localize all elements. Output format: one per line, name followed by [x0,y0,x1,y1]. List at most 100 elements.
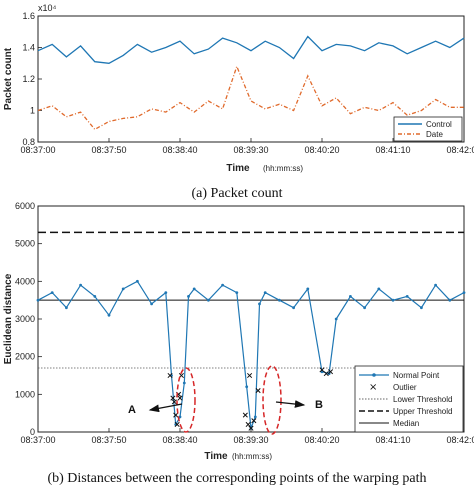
normal-point-marker [245,385,249,389]
normal-point-marker [65,306,68,310]
normal-point-marker [278,298,281,302]
normal-point-marker [182,381,186,385]
normal-point-marker [79,283,82,287]
outlier-marker [177,395,183,401]
y-axis-label-a: Packet count [3,47,14,110]
caption-b: (b) Distances between the corresponding … [47,471,426,486]
annotation-label-b: B [315,399,323,411]
normal-point-marker [192,287,196,291]
highlight-ellipse-b [262,365,282,435]
legend-label-median: Median [393,419,419,428]
chart-b-xtick-label: 08:37:00 [20,435,55,445]
normal-point-marker [150,302,154,306]
annotation-arrow-b [275,400,306,408]
legend-a: Control Date [393,116,463,142]
chart-a-xtick-label: 08:37:00 [20,145,55,155]
outlier-marker [248,425,254,431]
legend-b: Normal Point × Outlier Lower Threshold U… [354,365,464,433]
normal-point-marker [448,298,452,302]
chart-a-xtick-label: 08:38:40 [162,145,197,155]
x-axis-label-b: Time [204,451,228,462]
legend-label-control: Control [426,120,452,129]
chart-a-xtick-label: 08:42:00 [446,145,474,155]
outlier-marker [251,418,257,424]
outlier-marker [319,367,325,373]
chart-b-xtick-label: 08:38:40 [162,435,197,445]
normal-point-marker [207,298,210,302]
outlier-marker [245,421,251,428]
normal-point-marker [434,283,437,287]
outlier-marker [327,369,334,375]
y-axis-label-b: Euclidean distance [3,273,14,364]
chart-a-ytick-label: 1.6 [22,11,35,21]
highlight-ellipse-a [176,367,196,433]
chart-b-ytick-label: 1000 [15,389,35,399]
x-axis-unit-a: (hh:mm:ss) [263,164,303,173]
euclidean-distance-chart: Euclidean distance Time (hh:mm:ss) 0 1000… [3,201,474,486]
chart-a-xtick-label: 08:37:50 [91,145,126,155]
outlier-marker [167,372,173,379]
chart-a-xtick-label: 08:40:20 [304,145,339,155]
outlier-marker [323,371,329,377]
outlier-marker [171,399,177,405]
legend-marker-normal [372,373,376,377]
caption-a: (a) Packet count [192,186,283,201]
outlier-marker [242,412,248,418]
chart-b-xtick-label: 08:39:30 [233,435,268,445]
normal-point-marker [107,313,111,317]
normal-point-marker [263,291,267,294]
normal-point-marker [121,287,125,291]
chart-b-xtick-label: 08:41:10 [375,435,410,445]
chart-a-ytick-label: 1 [30,106,35,116]
packet-count-chart: x10⁴ Packet count Time (hh:mm:ss) 0.8 1 1.… [3,3,474,201]
normal-point-marker [377,287,381,291]
annotation-arrow-a [148,403,183,413]
annotation-label-a: A [128,404,136,416]
x-axis-label-a: Time [226,163,250,174]
normal-point-marker [306,287,310,291]
chart-a-xtick-label: 08:41:10 [375,145,410,155]
legend-label-upper: Upper Threshold [393,407,452,416]
outlier-marker [255,388,261,394]
chart-b-ytick-label: 5000 [15,239,35,249]
normal-point-marker [420,306,423,310]
chart-b-ytick-label: 4000 [15,276,35,286]
normal-point-marker [50,291,54,294]
outlier-marker [170,395,176,401]
normal-point-marker [221,283,225,287]
normal-point-marker [334,317,338,321]
legend-label-outlier: Outlier [393,383,417,392]
outlier-marker [247,372,253,379]
chart-b-xtick-label: 08:42:00 [446,435,474,445]
series-line-date [37,64,464,131]
chart-b-ytick-label: 3000 [15,314,35,324]
normal-point-marker [187,295,190,298]
legend-label-date: Date [426,130,443,139]
series-line-control [37,35,465,64]
legend-marker-outlier: × [369,382,377,393]
chart-a-ytick-label: 1.2 [22,74,35,84]
y-exponent-label: x10⁴ [38,3,57,13]
chart-b-ytick-label: 6000 [15,201,35,211]
normal-point-marker [136,279,139,283]
x-axis-unit-b: (hh:mm:ss) [232,452,272,461]
normal-point-marker [391,298,395,302]
normal-point-marker [235,291,239,294]
chart-b-xtick-label: 08:37:50 [91,435,126,445]
normal-point-marker [405,295,409,298]
chart-b-ytick-label: 2000 [15,352,35,362]
normal-point-marker [164,291,168,294]
normal-point-marker [363,306,366,310]
normal-point-marker [349,295,352,298]
chart-a-ytick-label: 1.4 [22,43,35,53]
outlier-marker [174,421,180,428]
chart-b-xtick-label: 08:40:20 [304,435,339,445]
chart-b-ytick-label: 0 [30,427,35,437]
normal-point-marker [36,298,40,302]
normal-point-marker [258,302,261,306]
chart-a-ytick-label: 0.8 [22,137,35,147]
legend-label-normal: Normal Point [393,371,440,380]
chart-a-xtick-label: 08:39:30 [233,145,268,155]
normal-point-marker [292,306,295,310]
